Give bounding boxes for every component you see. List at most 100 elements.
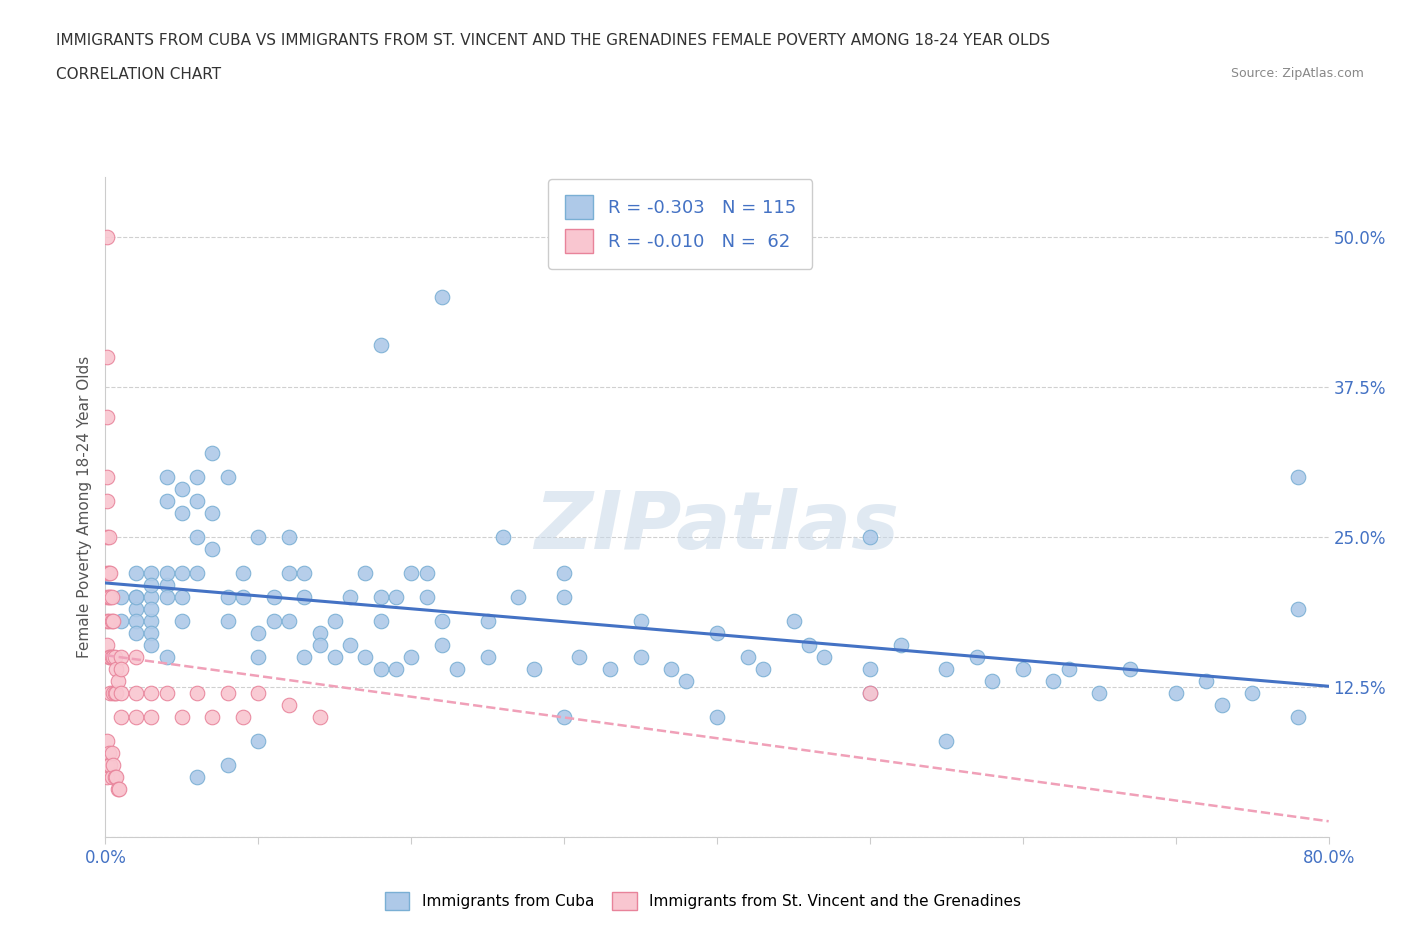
- Point: [354, 565, 377, 580]
- Point: [96, 758, 118, 773]
- Point: [186, 470, 208, 485]
- Point: [277, 698, 299, 712]
- Point: [508, 590, 530, 604]
- Point: [98, 758, 121, 773]
- Point: [141, 602, 163, 617]
- Point: [96, 637, 118, 652]
- Point: [1195, 673, 1218, 688]
- Point: [96, 769, 118, 784]
- Point: [97, 565, 120, 580]
- Point: [141, 565, 163, 580]
- Point: [247, 529, 270, 544]
- Point: [201, 505, 224, 520]
- Point: [170, 482, 193, 497]
- Point: [263, 614, 285, 629]
- Point: [859, 685, 882, 700]
- Point: [370, 614, 392, 629]
- Point: [446, 661, 468, 676]
- Point: [217, 758, 239, 773]
- Point: [859, 685, 882, 700]
- Point: [981, 673, 1004, 688]
- Point: [170, 710, 193, 724]
- Point: [568, 649, 591, 664]
- Point: [277, 529, 299, 544]
- Point: [523, 661, 546, 676]
- Point: [232, 710, 254, 724]
- Point: [217, 470, 239, 485]
- Point: [125, 590, 148, 604]
- Text: IMMIGRANTS FROM CUBA VS IMMIGRANTS FROM ST. VINCENT AND THE GRENADINES FEMALE PO: IMMIGRANTS FROM CUBA VS IMMIGRANTS FROM …: [56, 33, 1050, 47]
- Point: [339, 590, 361, 604]
- Y-axis label: Female Poverty Among 18-24 Year Olds: Female Poverty Among 18-24 Year Olds: [76, 356, 91, 658]
- Point: [492, 529, 515, 544]
- Point: [96, 590, 118, 604]
- Point: [110, 710, 132, 724]
- Point: [1286, 602, 1309, 617]
- Point: [107, 673, 129, 688]
- Point: [308, 710, 330, 724]
- Point: [232, 590, 254, 604]
- Point: [125, 685, 148, 700]
- Point: [125, 649, 148, 664]
- Point: [706, 710, 728, 724]
- Point: [477, 649, 499, 664]
- Point: [292, 565, 315, 580]
- Point: [1286, 470, 1309, 485]
- Point: [125, 626, 148, 641]
- Point: [97, 614, 120, 629]
- Point: [170, 614, 193, 629]
- Point: [101, 649, 124, 664]
- Point: [201, 541, 224, 556]
- Point: [100, 746, 122, 761]
- Point: [323, 614, 346, 629]
- Text: Source: ZipAtlas.com: Source: ZipAtlas.com: [1230, 67, 1364, 80]
- Point: [1211, 698, 1233, 712]
- Point: [125, 565, 148, 580]
- Point: [659, 661, 682, 676]
- Point: [155, 470, 177, 485]
- Point: [1088, 685, 1111, 700]
- Point: [630, 614, 652, 629]
- Point: [1011, 661, 1033, 676]
- Point: [97, 649, 120, 664]
- Point: [232, 565, 254, 580]
- Point: [100, 614, 122, 629]
- Point: [98, 590, 121, 604]
- Point: [308, 626, 330, 641]
- Point: [96, 614, 118, 629]
- Point: [339, 637, 361, 652]
- Point: [186, 685, 208, 700]
- Point: [155, 685, 177, 700]
- Point: [1042, 673, 1064, 688]
- Point: [96, 734, 118, 749]
- Point: [247, 626, 270, 641]
- Point: [370, 661, 392, 676]
- Point: [217, 614, 239, 629]
- Point: [217, 590, 239, 604]
- Point: [430, 614, 453, 629]
- Point: [966, 649, 988, 664]
- Point: [110, 661, 132, 676]
- Point: [105, 769, 128, 784]
- Point: [859, 529, 882, 544]
- Point: [201, 445, 224, 460]
- Point: [107, 781, 129, 796]
- Point: [101, 685, 124, 700]
- Point: [155, 494, 177, 509]
- Point: [96, 350, 118, 365]
- Point: [370, 590, 392, 604]
- Point: [247, 649, 270, 664]
- Point: [97, 746, 120, 761]
- Point: [323, 649, 346, 664]
- Point: [553, 565, 575, 580]
- Point: [217, 685, 239, 700]
- Point: [104, 769, 127, 784]
- Point: [155, 565, 177, 580]
- Point: [125, 710, 148, 724]
- Point: [599, 661, 621, 676]
- Point: [935, 661, 957, 676]
- Point: [1164, 685, 1187, 700]
- Point: [415, 590, 437, 604]
- Point: [100, 590, 122, 604]
- Point: [155, 578, 177, 592]
